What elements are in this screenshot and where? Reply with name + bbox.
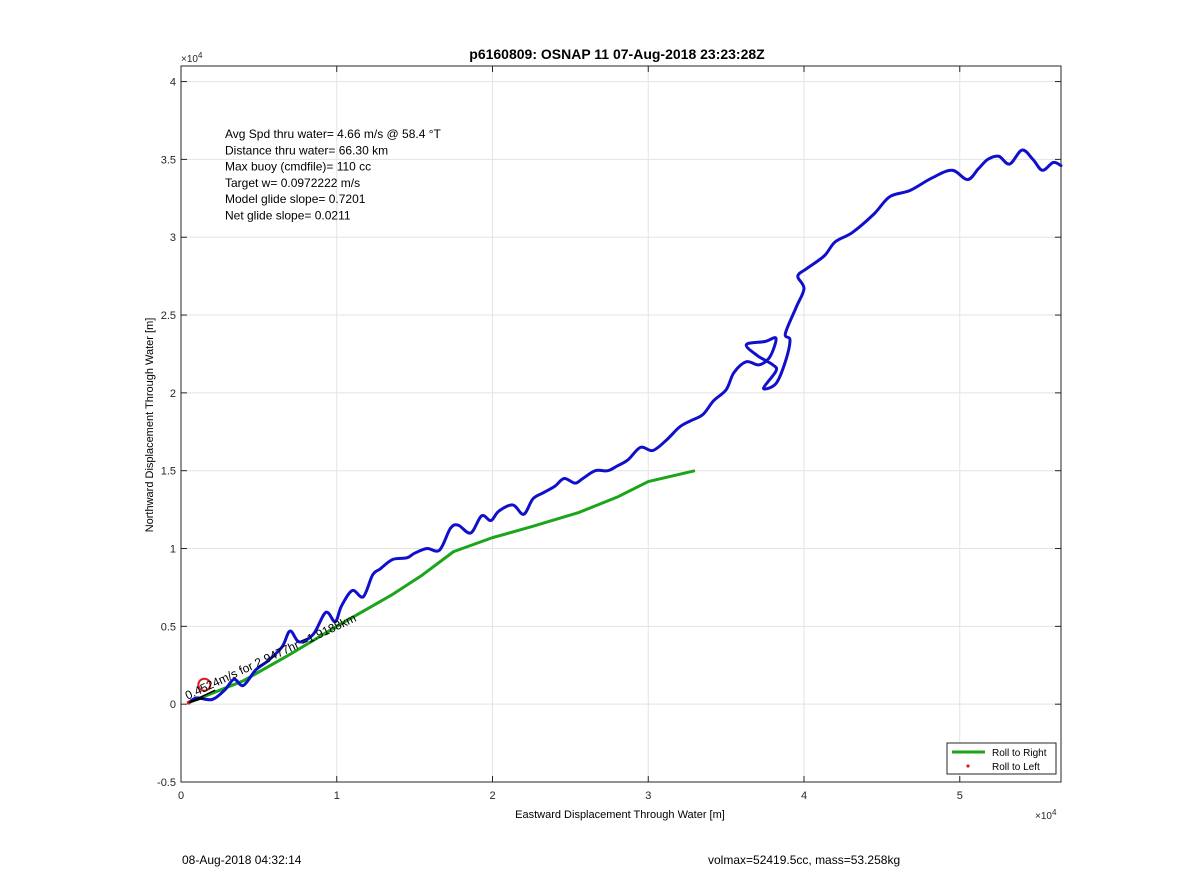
x-tick-label: 2: [489, 790, 495, 802]
grid-lines: [180, 66, 1061, 783]
legend-swatch-dot: [966, 764, 970, 768]
y-tick-label: 3: [170, 232, 176, 244]
y-axis-label: Northward Displacement Through Water [m]: [144, 318, 156, 533]
x-tick-label: 3: [645, 790, 651, 802]
legend-label: Roll to Right: [992, 748, 1047, 759]
annotation-line: Max buoy (cmdfile)= 110 cc: [225, 160, 371, 174]
start-marker-circle: [197, 677, 212, 692]
y-tick-label: 1: [170, 544, 176, 556]
x-tick-label: 0: [178, 790, 184, 802]
annotation-line: Target w= 0.0972222 m/s: [225, 176, 360, 190]
legend-label: Roll to Left: [992, 762, 1040, 773]
y-tick-label: 0: [170, 699, 176, 711]
annotation-line: Model glide slope= 0.7201: [225, 192, 366, 206]
annotation-line: Distance thru water= 66.30 km: [225, 143, 388, 157]
annotation-line: Avg Spd thru water= 4.66 m/s @ 58.4 °T: [225, 127, 442, 141]
axes: 0 1 2 3 4 5-0.500.511.522.533.54×104×104: [157, 51, 1062, 822]
track-arrow: [188, 697, 205, 704]
legend-box: [946, 742, 1057, 775]
x-tick-label: 1: [334, 790, 340, 802]
y-axis-exponent-power: 4: [198, 51, 203, 60]
axes-box: [180, 65, 1062, 783]
legend: Roll to Right Roll to Left: [946, 742, 1057, 775]
y-tick-label: 3.5: [161, 154, 176, 166]
trajectory-line: [187, 148, 1063, 705]
annotation-line: Net glide slope= 0.0211: [225, 209, 351, 223]
chart-title: p6160809: OSNAP 11 07-Aug-2018 23:23:28Z: [469, 46, 765, 62]
y-tick-label: -0.5: [157, 777, 176, 789]
y-tick-label: 1.5: [161, 466, 176, 478]
x-tick-label: 5: [957, 790, 963, 802]
y-tick-label: 0.5: [161, 621, 176, 633]
y-axis-exponent: ×104: [181, 51, 203, 65]
x-axis-label: Eastward Displacement Through Water [m]: [515, 809, 725, 821]
plot-background: [181, 66, 1061, 782]
y-tick-label: 4: [170, 77, 176, 89]
roll-to-right-line: [188, 469, 696, 705]
x-axis-exponent: ×104: [1035, 808, 1057, 822]
footer-summary: volmax=52419.5cc, mass=53.258kg: [708, 853, 901, 867]
annotation-block: Avg Spd thru water= 4.66 m/s @ 58.4 °T Di…: [225, 127, 442, 223]
x-axis-exponent-power: 4: [1052, 808, 1057, 817]
x-tick-label: 4: [801, 790, 807, 802]
footer-timestamp: 08-Aug-2018 04:32:14: [182, 853, 302, 867]
y-tick-label: 2.5: [161, 310, 176, 322]
y-tick-label: 2: [170, 388, 176, 400]
